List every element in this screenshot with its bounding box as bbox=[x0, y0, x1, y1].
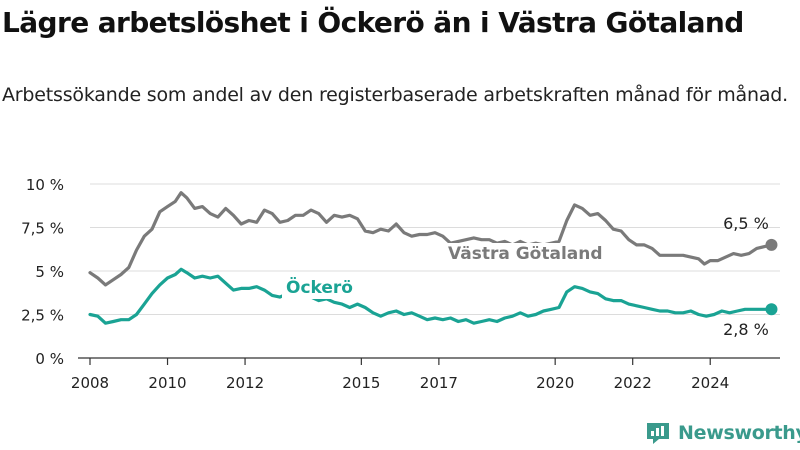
end-point-vastra-gotaland bbox=[765, 238, 778, 251]
y-tick-label: 10 % bbox=[26, 176, 64, 194]
newsworthy-chart-icon bbox=[647, 423, 669, 444]
x-tick-label: 2012 bbox=[226, 374, 264, 392]
y-tick-label: 2,5 % bbox=[21, 307, 64, 325]
series-label-vastra-gotaland: Västra Götaland bbox=[448, 244, 603, 264]
y-tick-label: 7,5 % bbox=[21, 220, 64, 238]
label-halo bbox=[444, 243, 607, 265]
series-lines bbox=[88, 191, 778, 325]
chart-subtitle: Arbetssökande som andel av den registerb… bbox=[2, 84, 788, 106]
x-tick-label: 2022 bbox=[614, 374, 652, 392]
chart-title: Lägre arbetslöshet i Öckerö än i Västra … bbox=[2, 6, 744, 39]
x-tick-label: 2020 bbox=[536, 374, 574, 392]
newsworthy-logo: Newsworthy bbox=[645, 421, 800, 445]
label-halo bbox=[282, 275, 357, 299]
x-tick-label: 2017 bbox=[420, 374, 458, 392]
brand-name: Newsworthy bbox=[678, 422, 800, 444]
end-value-label-vastra-gotaland: 6,5 % bbox=[723, 214, 769, 233]
x-tick-label: 2024 bbox=[691, 374, 729, 392]
series-line-ockero bbox=[88, 267, 774, 325]
x-tick-label: 2008 bbox=[71, 374, 109, 392]
y-tick-label: 0 % bbox=[35, 350, 64, 368]
x-tick-label: 2010 bbox=[148, 374, 186, 392]
series-line-vastra-gotaland bbox=[88, 191, 774, 287]
series-labels: Västra Götaland Öckerö 6,5 % 2,8 % bbox=[282, 214, 769, 339]
y-tick-label: 5 % bbox=[35, 263, 64, 281]
axes: 0 % 2,5 % 5 % 7,5 % 10 % 2008 2010 2012 2015 2017… bbox=[21, 176, 780, 392]
series-label-ockero: Öckerö bbox=[286, 276, 353, 298]
end-value-label-ockero: 2,8 % bbox=[723, 320, 769, 339]
gridlines bbox=[90, 183, 780, 315]
x-tick-label: 2015 bbox=[342, 374, 380, 392]
end-point-ockero bbox=[765, 303, 778, 316]
